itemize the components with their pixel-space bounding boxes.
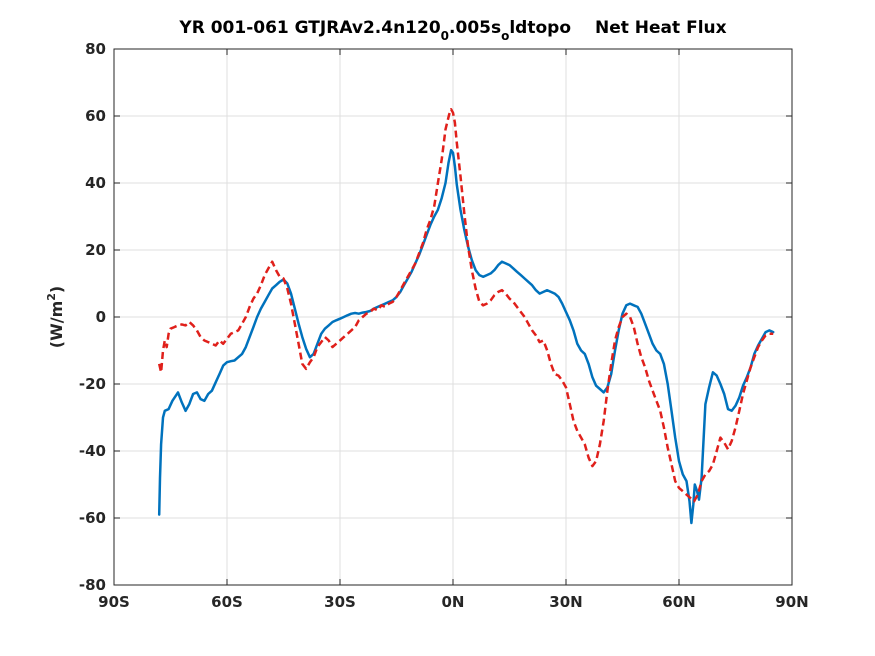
chart-title: YR 001-061 GTJRAv2.4n1200.005soldtopo Net… [178,18,726,43]
x-tick-label: 30N [549,593,582,611]
x-tick-label: 30S [324,593,356,611]
y-tick-label: 0 [96,308,106,326]
series-line-blue-solid [157,148,775,525]
x-tick-label: 0N [442,593,465,611]
y-label-post: ) [47,286,66,293]
title-part-1: YR 001-061 GTJRAv2.4n120 [178,18,440,38]
y-tick-label: -80 [79,576,106,594]
series-layer [157,108,775,525]
title-part-2: .005s [449,18,501,38]
x-tick-label: 60S [211,593,243,611]
y-tick-label: 80 [85,40,106,58]
y-tick-label: 60 [85,107,106,125]
y-label-superscript: 2 [45,293,58,301]
y-tick-label: 20 [85,241,106,259]
title-part-3: ldtopo [509,18,571,38]
x-tick-label: 90S [98,593,130,611]
y-axis-label: (W/m2) [45,286,66,348]
tick-marks [113,48,793,586]
y-tick-label: -20 [79,375,106,393]
y-label-pre: (W/m [47,301,66,348]
tick-labels: 90S 60S 30S 0N 30N 60N 90N 80 60 40 20 0 -20 -40 -60 -8… [79,40,809,611]
x-tick-label: 90N [775,593,808,611]
y-tick-label: 40 [85,174,106,192]
y-tick-label: -40 [79,442,106,460]
series-line-red-dashed [157,108,774,503]
title-subscript-1: 0 [441,29,449,43]
x-tick-label: 60N [662,593,695,611]
title-right: Net Heat Flux [595,18,727,38]
y-tick-label: -60 [79,509,106,527]
title-subscript-2: o [501,29,509,43]
